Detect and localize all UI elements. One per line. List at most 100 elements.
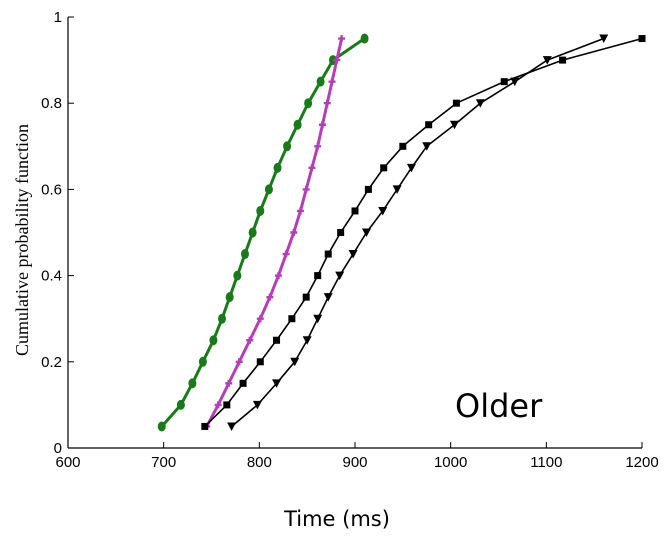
data-point-plus (290, 229, 298, 236)
data-point-square (638, 35, 646, 43)
data-point-square (380, 164, 388, 172)
data-point-triangle-down (599, 34, 609, 44)
data-point-plus (318, 121, 326, 129)
panel-annotation: Older (455, 387, 543, 425)
data-point-circle (209, 335, 218, 346)
data-point-triangle-down (422, 142, 432, 151)
y-tick-label: 1 (54, 9, 62, 26)
data-point-circle (248, 227, 257, 238)
data-point-square (425, 121, 433, 129)
data-point-triangle-down (392, 185, 402, 194)
data-point-circle (225, 292, 234, 303)
series-line (231, 37, 605, 428)
series-layer (157, 33, 646, 432)
data-point-square (500, 78, 508, 86)
x-tick-label: 900 (342, 454, 367, 471)
data-point-square (314, 272, 322, 280)
y-tick-label: 0.4 (41, 268, 62, 285)
data-point-plus (225, 379, 233, 387)
x-tick-label: 1200 (625, 454, 658, 471)
data-point-square (302, 293, 310, 301)
data-point-square (239, 379, 247, 387)
data-point-plus (296, 207, 304, 215)
data-point-plus (302, 185, 310, 193)
data-point-triangle-down (510, 77, 520, 87)
data-point-circle (360, 33, 369, 44)
data-point-plus (338, 35, 346, 43)
data-point-square (399, 142, 407, 150)
y-ticks: 0 0.2 0.4 0.6 0.8 1 (41, 9, 74, 457)
data-point-circle (176, 399, 185, 410)
series-line (205, 38, 344, 428)
data-point-plus (308, 164, 316, 172)
data-point-square (201, 422, 209, 430)
y-tick-label: 0.6 (41, 181, 62, 198)
data-point-triangle-down (335, 271, 345, 281)
series-line (160, 37, 366, 428)
x-tick-label: 1100 (530, 454, 562, 471)
data-point-triangle-down (252, 400, 262, 410)
x-tick-label: 1000 (434, 454, 467, 471)
data-point-triangle-down (542, 56, 552, 65)
data-point-circle (218, 313, 227, 324)
data-point-circle (283, 141, 292, 152)
data-point-square (351, 207, 359, 215)
data-point-circle (316, 76, 325, 87)
data-point-triangle-down (227, 422, 237, 431)
axes (67, 17, 642, 449)
data-point-circle (256, 205, 265, 216)
data-point-triangle-down (406, 163, 416, 173)
data-point-triangle-down (313, 314, 323, 324)
x-ticks: 600 700 800 900 1000 1100 1200 (55, 442, 659, 471)
data-point-triangle-down (272, 379, 282, 388)
data-point-plus (246, 336, 254, 344)
data-point-plus (323, 99, 331, 107)
data-point-circle (188, 378, 197, 389)
data-point-circle (304, 98, 313, 109)
data-point-square (324, 250, 332, 258)
data-point-triangle-down (302, 336, 312, 345)
data-point-plus (333, 56, 341, 64)
data-point-circle (233, 270, 242, 281)
data-point-square (337, 229, 345, 236)
series-4-triangle-down (227, 34, 609, 431)
x-tick-label: 600 (55, 454, 80, 471)
series-1-circle (157, 33, 369, 432)
data-point-plus (274, 272, 282, 280)
data-point-circle (273, 162, 282, 173)
data-point-plus (256, 315, 264, 323)
data-point-square (364, 185, 372, 193)
data-point-square (256, 358, 264, 366)
data-point-circle (264, 184, 273, 195)
y-tick-label: 0 (54, 440, 62, 457)
series-3-square (201, 35, 646, 430)
data-point-triangle-down (348, 250, 358, 259)
series-line (204, 37, 643, 428)
data-point-plus (282, 250, 290, 258)
data-point-circle (240, 249, 249, 260)
data-point-triangle-down (361, 228, 371, 237)
y-axis-label: Cumulative probability function (12, 124, 32, 356)
data-point-circle (293, 119, 302, 130)
data-point-triangle-down (323, 293, 333, 302)
x-tick-label: 700 (151, 454, 176, 471)
x-axis-label: Time (ms) (283, 507, 390, 531)
y-tick-label: 0.8 (41, 95, 62, 112)
data-point-triangle-down (475, 99, 485, 108)
data-point-plus (235, 358, 243, 366)
data-point-triangle-down (449, 120, 459, 130)
data-point-plus (266, 293, 274, 301)
data-point-plus (214, 401, 222, 409)
data-point-triangle-down (378, 206, 388, 216)
y-tick-label: 0.2 (41, 354, 62, 371)
data-point-square (559, 56, 567, 64)
data-point-square (452, 99, 460, 107)
data-point-circle (198, 356, 207, 367)
x-tick-label: 800 (247, 454, 272, 471)
series-2-plus (203, 35, 346, 430)
data-point-triangle-down (290, 357, 300, 367)
data-point-plus (328, 78, 336, 86)
data-point-square (223, 401, 231, 409)
data-point-square (288, 315, 296, 323)
